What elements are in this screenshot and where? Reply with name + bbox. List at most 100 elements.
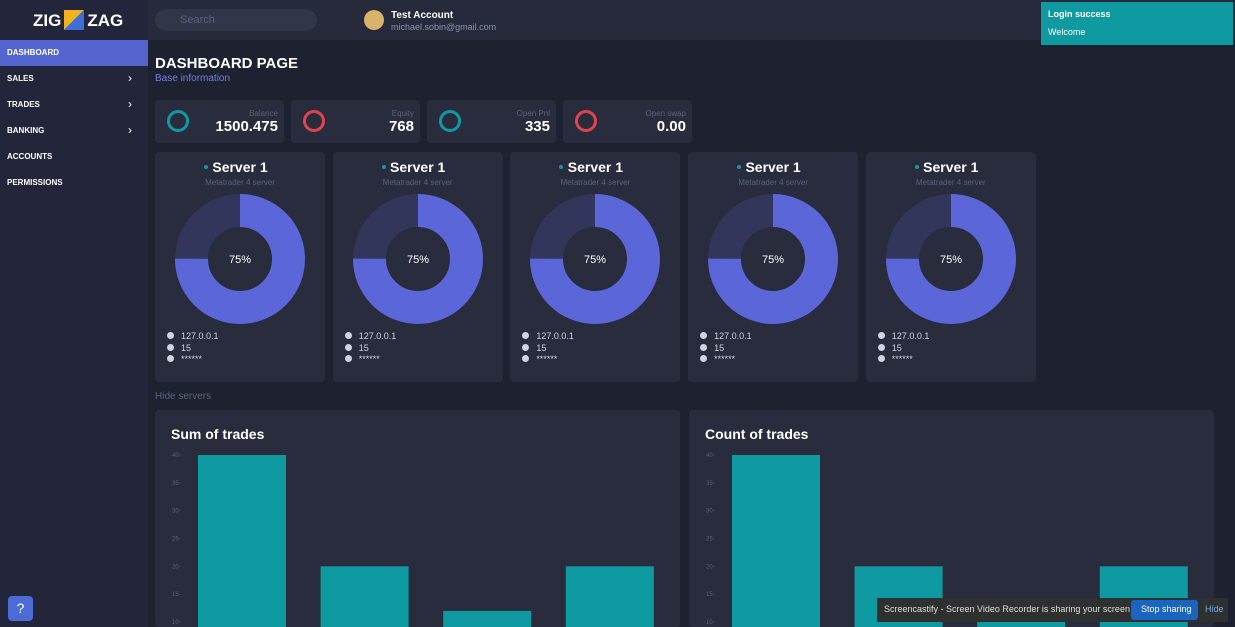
active-item[interactable] bbox=[0, 40, 148, 66]
server-password: ****** bbox=[181, 354, 203, 364]
y-tick-label: 15 bbox=[172, 592, 179, 598]
chart-title: Sum of trades bbox=[171, 426, 265, 442]
banner-message: Screencastify - Screen Video Recorder is… bbox=[884, 604, 1130, 614]
server-name: Server 1 bbox=[745, 159, 801, 175]
donut-arc bbox=[708, 194, 839, 324]
donut-label: 75% bbox=[229, 254, 251, 266]
y-tick-label: 20 bbox=[172, 564, 179, 570]
status-dot bbox=[737, 165, 742, 169]
stat-icon bbox=[575, 110, 597, 132]
info-icon bbox=[167, 355, 174, 362]
stat-icon bbox=[439, 110, 461, 132]
donut-arc bbox=[885, 194, 1016, 324]
info-icon bbox=[522, 355, 530, 362]
server-count: 15 bbox=[714, 342, 725, 353]
nav-chevron: › bbox=[128, 123, 132, 137]
avatar[interactable] bbox=[364, 10, 384, 30]
y-tick-label: 35 bbox=[706, 481, 713, 487]
page-title: DASHBOARD PAGE bbox=[155, 55, 299, 72]
donut: 75% bbox=[175, 194, 305, 324]
server-count: 15 bbox=[536, 342, 547, 353]
nav-chevron: › bbox=[128, 71, 132, 85]
y-tick-label: 40 bbox=[172, 453, 179, 459]
stat-label: Open swap bbox=[645, 109, 686, 118]
server-ip: 127.0.0.1 bbox=[891, 331, 930, 341]
nav-item[interactable]: ACCOUNTS bbox=[7, 152, 53, 161]
status-dot bbox=[381, 165, 386, 169]
page-subtitle: Base information bbox=[155, 73, 231, 84]
search-placeholder: Search bbox=[180, 14, 215, 26]
bar bbox=[565, 566, 654, 627]
y-tick-label: 30 bbox=[172, 509, 179, 515]
stat-icon bbox=[303, 110, 325, 132]
donut-arc bbox=[530, 194, 661, 324]
info-icon bbox=[167, 343, 174, 351]
info-icon bbox=[344, 332, 352, 339]
bar bbox=[320, 566, 409, 627]
stop-sharing-label: Stop sharing bbox=[1141, 604, 1192, 614]
nav-item[interactable]: SALES bbox=[7, 74, 34, 83]
bar bbox=[732, 455, 820, 627]
donut-arc bbox=[352, 194, 483, 324]
server-password: ****** bbox=[891, 354, 913, 364]
stat-label: Balance bbox=[249, 109, 278, 118]
server-count: 15 bbox=[181, 342, 192, 353]
logo-icon bbox=[64, 10, 85, 30]
server-subtitle: Metatrader 4 server bbox=[560, 178, 631, 187]
info-icon bbox=[700, 332, 708, 339]
bar bbox=[443, 610, 532, 627]
toast bbox=[1041, 2, 1233, 45]
hide-servers[interactable]: Hide servers bbox=[155, 391, 212, 402]
status-dot bbox=[204, 165, 208, 169]
stat-value: 768 bbox=[388, 118, 414, 135]
server-name: Server 1 bbox=[212, 159, 268, 175]
toast-message: Welcome bbox=[1048, 27, 1086, 37]
info-icon bbox=[522, 343, 530, 351]
donut-label: 75% bbox=[940, 254, 962, 266]
nav-item[interactable]: TRADES bbox=[7, 100, 40, 109]
stat-icon bbox=[167, 110, 189, 132]
server-count: 15 bbox=[358, 342, 369, 353]
info-icon bbox=[344, 355, 352, 362]
info-icon bbox=[700, 355, 708, 362]
banner-hide[interactable]: Hide bbox=[1205, 604, 1224, 614]
status-dot bbox=[914, 165, 919, 169]
info-icon bbox=[877, 332, 885, 339]
server-ip: 127.0.0.1 bbox=[714, 331, 752, 341]
toast-title: Login success bbox=[1048, 9, 1111, 19]
donut: 75% bbox=[885, 194, 1016, 324]
y-tick-label: 20 bbox=[706, 564, 713, 570]
server-subtitle: Metatrader 4 server bbox=[382, 178, 453, 187]
donut-arc bbox=[175, 194, 305, 324]
server-name: Server 1 bbox=[923, 159, 979, 175]
chart-title: Count of trades bbox=[705, 426, 809, 442]
info-icon bbox=[167, 332, 174, 339]
search-box[interactable] bbox=[155, 9, 317, 31]
stop-sharing-button[interactable] bbox=[1131, 600, 1198, 620]
server-ip: 127.0.0.1 bbox=[181, 331, 219, 341]
help-button[interactable]: ? bbox=[8, 596, 33, 621]
nav-item[interactable]: DASHBOARD bbox=[7, 48, 59, 57]
donut: 75% bbox=[530, 194, 661, 324]
stat-value: 1500.475 bbox=[215, 118, 278, 135]
nav-item[interactable]: BANKING bbox=[7, 126, 45, 135]
y-tick-label: 35 bbox=[172, 481, 179, 487]
y-tick-label: 10 bbox=[172, 620, 179, 626]
info-icon bbox=[877, 343, 885, 351]
info-icon bbox=[522, 332, 530, 339]
server-name: Server 1 bbox=[390, 159, 446, 175]
info-icon bbox=[700, 343, 708, 351]
server-name: Server 1 bbox=[567, 159, 624, 175]
donut-label: 75% bbox=[584, 254, 606, 266]
stat-value: 0.00 bbox=[656, 118, 686, 135]
server-count: 15 bbox=[891, 342, 902, 353]
server-password: ****** bbox=[536, 354, 558, 364]
y-tick-label: 10 bbox=[706, 620, 713, 626]
nav-item[interactable]: PERMISSIONS bbox=[7, 178, 63, 187]
donut: 75% bbox=[352, 194, 483, 324]
y-tick-label: 25 bbox=[706, 537, 713, 543]
stat-label: Open Pnl bbox=[516, 109, 550, 118]
y-tick-label: 25 bbox=[172, 537, 179, 543]
